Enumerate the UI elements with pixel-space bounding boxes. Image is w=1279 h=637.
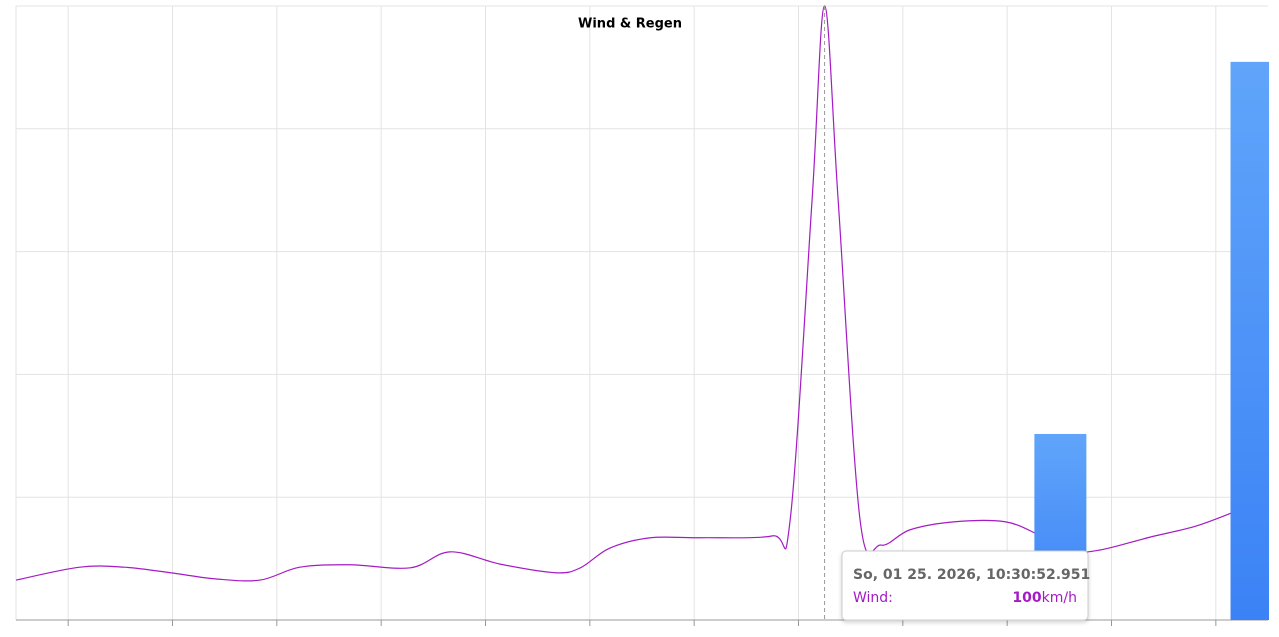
tooltip-unit: km/h: [1042, 590, 1077, 606]
tooltip-value: 100: [1012, 590, 1041, 606]
tooltip-label: Wind:: [853, 590, 893, 606]
plot: [16, 5, 1269, 620]
bar: [1230, 61, 1269, 620]
grid: [15, 5, 1268, 626]
tooltip: So, 01 25. 2026, 10:30:52.951 Wind: 100k…: [841, 550, 1090, 621]
chart-title: Wind & Regen: [578, 17, 682, 32]
tooltip-box: [841, 550, 1089, 621]
wind-line: [16, 5, 1239, 582]
tooltip-value-line: 100km/h: [1012, 590, 1077, 606]
tooltip-date: So, 01 25. 2026, 10:30:52.951: [853, 567, 1090, 583]
